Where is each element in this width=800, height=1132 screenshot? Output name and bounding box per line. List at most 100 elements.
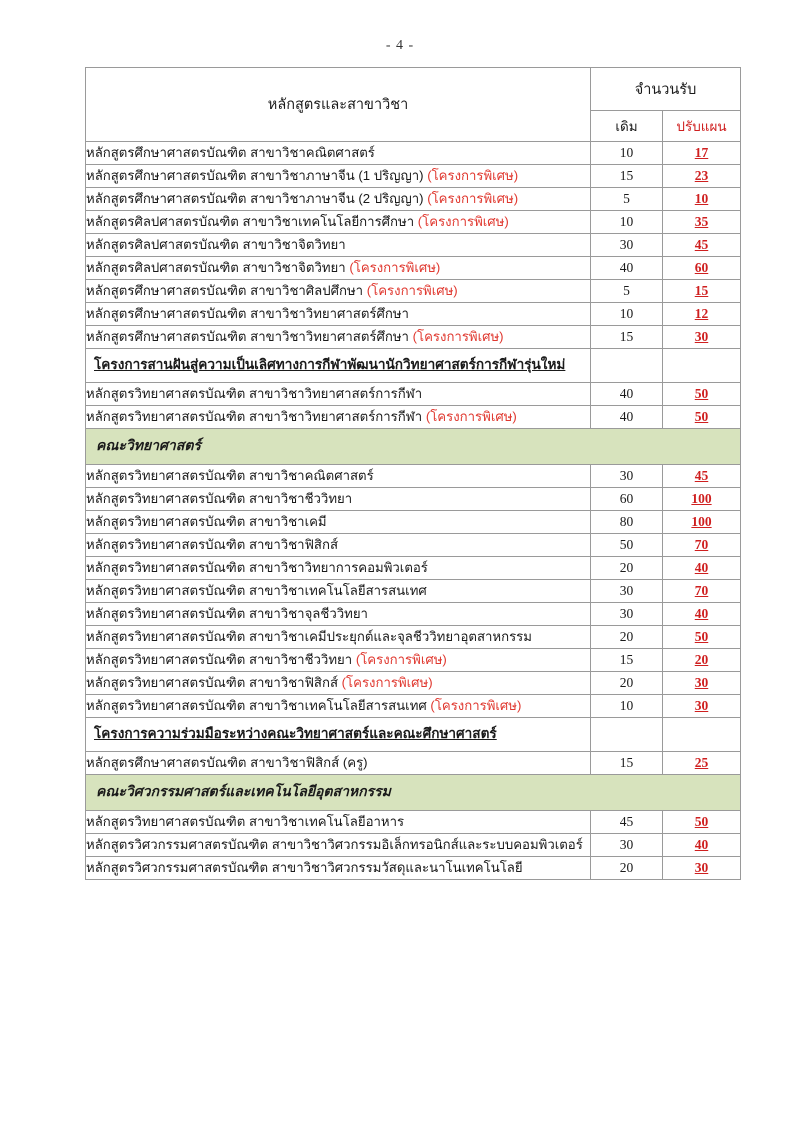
program-label: หลักสูตรศิลปศาสตรบัณฑิต สาขาวิชาจิตวิทยา: [86, 237, 346, 253]
table-row: หลักสูตรศึกษาศาสตรบัณฑิต สาขาวิชาภาษาจีน…: [85, 164, 742, 188]
program-name-cell: หลักสูตรวิทยาศาสตรบัณฑิต สาขาวิชาเทคโนโล…: [85, 810, 591, 834]
program-label: หลักสูตรวิทยาศาสตรบัณฑิต สาขาวิชาเคมีประ…: [86, 629, 532, 645]
special-program-tag: (โครงการพิเศษ): [417, 214, 509, 230]
program-label: หลักสูตรวิทยาศาสตรบัณฑิต สาขาวิชาฟิสิกส์: [86, 675, 342, 691]
program-name-cell: หลักสูตรวิทยาศาสตรบัณฑิต สาขาวิชาฟิสิกส์: [85, 533, 591, 557]
new-quota-cell: 70: [661, 579, 742, 603]
special-program-tag: (โครงการพิเศษ): [355, 652, 447, 668]
program-name-cell: หลักสูตรศึกษาศาสตรบัณฑิต สาขาวิชาภาษาจีน…: [85, 164, 591, 188]
old-quota-cell: 10: [590, 694, 663, 718]
program-name-cell: หลักสูตรศึกษาศาสตรบัณฑิต สาขาวิชาวิทยาศา…: [85, 302, 591, 326]
old-quota-cell: 20: [590, 556, 663, 580]
faculty-name: คณะวิทยาศาสตร์: [84, 428, 742, 465]
table-row: หลักสูตรวิทยาศาสตรบัณฑิต สาขาวิชาคณิตศาส…: [85, 464, 742, 488]
program-name-cell: หลักสูตรวิทยาศาสตรบัณฑิต สาขาวิชาวิทยากา…: [85, 556, 591, 580]
faculty-name: คณะวิศวกรรมศาสตร์และเทคโนโลยีอุตสาหกรรม: [84, 774, 742, 811]
old-quota-cell: 80: [590, 510, 663, 534]
table-row: หลักสูตรวิทยาศาสตรบัณฑิต สาขาวิชาเทคโนโล…: [85, 810, 742, 834]
old-quota-cell: 15: [590, 164, 663, 188]
program-label: หลักสูตรวิทยาศาสตรบัณฑิต สาขาวิชาชีววิทย…: [86, 491, 353, 507]
program-label: หลักสูตรวิทยาศาสตรบัณฑิต สาขาวิชาชีววิทย…: [86, 652, 356, 668]
special-program-tag: (โครงการพิเศษ): [349, 260, 441, 276]
old-quota-cell: 30: [590, 233, 663, 257]
table-row: หลักสูตรวิทยาศาสตรบัณฑิต สาขาวิชาวิทยาศา…: [85, 405, 742, 429]
old-quota-cell: 40: [590, 405, 663, 429]
old-quota-cell: 15: [590, 648, 663, 672]
table-row: หลักสูตรวิทยาศาสตรบัณฑิต สาขาวิชาเคมี 80 1…: [85, 510, 742, 534]
faculty-header-row: คณะวิทยาศาสตร์: [84, 428, 742, 465]
table-row: หลักสูตรวิทยาศาสตรบัณฑิต สาขาวิชาเคมีประ…: [85, 625, 742, 649]
section-name-cell: โครงการความร่วมมือระหว่างคณะวิทยาศาสตร์แ…: [85, 717, 591, 752]
program-name-cell: หลักสูตรวิทยาศาสตรบัณฑิต สาขาวิชาเคมีประ…: [85, 625, 591, 649]
section-label: โครงการสานฝันสู่ความเป็นเลิศทางการกีฬาพั…: [94, 357, 566, 373]
program-name-cell: หลักสูตรวิทยาศาสตรบัณฑิต สาขาวิชาวิทยาศา…: [85, 382, 591, 406]
old-quota-cell: 40: [590, 382, 663, 406]
new-quota-cell: 23: [661, 164, 742, 188]
table-row: หลักสูตรวิศวกรรมศาสตรบัณฑิต สาขาวิชาวิศว…: [85, 856, 742, 880]
table-row: หลักสูตรศึกษาศาสตรบัณฑิต สาขาวิชาวิทยาศา…: [85, 325, 742, 349]
program-label: หลักสูตรศิลปศาสตรบัณฑิต สาขาวิชาเทคโนโลย…: [86, 214, 418, 230]
program-label: หลักสูตรศึกษาศาสตรบัณฑิต สาขาวิชาภาษาจีน…: [86, 191, 428, 207]
page-number: - 4 -: [385, 38, 415, 53]
old-quota-cell: 30: [590, 464, 663, 488]
program-label: หลักสูตรศึกษาศาสตรบัณฑิต สาขาวิชาฟิสิกส์…: [86, 755, 368, 771]
program-name-cell: หลักสูตรศึกษาศาสตรบัณฑิต สาขาวิชาคณิตศาส…: [85, 141, 591, 165]
program-name-cell: หลักสูตรศึกษาศาสตรบัณฑิต สาขาวิชาฟิสิกส์…: [85, 751, 591, 775]
old-quota-cell: 20: [590, 671, 663, 695]
program-label: หลักสูตรศึกษาศาสตรบัณฑิต สาขาวิชาวิทยาศา…: [86, 306, 409, 322]
table-row: หลักสูตรศึกษาศาสตรบัณฑิต สาขาวิชาวิทยาศา…: [85, 302, 742, 326]
old-quota-cell: 30: [590, 833, 663, 857]
section-header-row: โครงการความร่วมมือระหว่างคณะวิทยาศาสตร์แ…: [85, 717, 742, 752]
program-label: หลักสูตรวิศวกรรมศาสตรบัณฑิต สาขาวิชาวิศว…: [86, 860, 523, 876]
new-quota-cell: 35: [661, 210, 742, 234]
table-row: หลักสูตรวิทยาศาสตรบัณฑิต สาขาวิชาวิทยาศา…: [85, 382, 742, 406]
old-quota-cell: 15: [590, 751, 663, 775]
faculty-header-row: คณะวิศวกรรมศาสตร์และเทคโนโลยีอุตสาหกรรม: [84, 774, 742, 811]
new-quota-cell: 40: [661, 556, 742, 580]
program-name-cell: หลักสูตรศึกษาศาสตรบัณฑิต สาขาวิชาวิทยาศา…: [85, 325, 591, 349]
program-label: หลักสูตรศึกษาศาสตรบัณฑิต สาขาวิชาภาษาจีน…: [86, 168, 428, 184]
program-name-cell: หลักสูตรวิทยาศาสตรบัณฑิต สาขาวิชาวิทยาศา…: [85, 405, 591, 429]
program-label: หลักสูตรวิทยาศาสตรบัณฑิต สาขาวิชาจุลชีวว…: [86, 606, 368, 622]
special-program-tag: (โครงการพิเศษ): [412, 329, 504, 345]
program-name-cell: หลักสูตรวิทยาศาสตรบัณฑิต สาขาวิชาคณิตศาส…: [85, 464, 591, 488]
new-quota-cell: 30: [661, 694, 742, 718]
program-name-cell: หลักสูตรวิทยาศาสตรบัณฑิต สาขาวิชาชีววิทย…: [85, 648, 591, 672]
table-row: หลักสูตรวิทยาศาสตรบัณฑิต สาขาวิชาชีววิทย…: [85, 648, 742, 672]
new-quota-cell: 12: [661, 302, 742, 326]
header-quota-group: จำนวนรับ: [589, 67, 742, 111]
special-program-tag: (โครงการพิเศษ): [427, 191, 519, 207]
table-row: หลักสูตรศึกษาศาสตรบัณฑิต สาขาวิชาฟิสิกส์…: [85, 751, 742, 775]
old-quota-cell: 20: [590, 625, 663, 649]
old-quota-cell: 15: [590, 325, 663, 349]
program-name-cell: หลักสูตรวิศวกรรมศาสตรบัณฑิต สาขาวิชาวิศว…: [85, 833, 591, 857]
old-quota-cell: 10: [590, 210, 663, 234]
header-old-quota: เดิม: [590, 110, 663, 142]
table-row: หลักสูตรศิลปศาสตรบัณฑิต สาขาวิชาเทคโนโลย…: [85, 210, 742, 234]
section-label: โครงการความร่วมมือระหว่างคณะวิทยาศาสตร์แ…: [94, 726, 497, 742]
new-quota-cell: 50: [661, 810, 742, 834]
program-label: หลักสูตรวิศวกรรมศาสตรบัณฑิต สาขาวิชาวิศว…: [86, 837, 583, 853]
special-program-tag: (โครงการพิเศษ): [425, 409, 517, 425]
program-label: หลักสูตรวิทยาศาสตรบัณฑิต สาขาวิชาเทคโนโล…: [86, 814, 405, 830]
new-quota-cell: 100: [661, 510, 742, 534]
new-quota-cell: 25: [661, 751, 742, 775]
program-name-cell: หลักสูตรศิลปศาสตรบัณฑิต สาขาวิชาจิตวิทยา: [85, 233, 591, 257]
program-name-cell: หลักสูตรศึกษาศาสตรบัณฑิต สาขาวิชาภาษาจีน…: [85, 187, 591, 211]
new-quota-cell: 40: [661, 602, 742, 626]
program-label: หลักสูตรวิทยาศาสตรบัณฑิต สาขาวิชาฟิสิกส์: [86, 537, 338, 553]
table-row: หลักสูตรศึกษาศาสตรบัณฑิต สาขาวิชาภาษาจีน…: [85, 187, 742, 211]
old-quota-cell: 30: [590, 602, 663, 626]
program-name-cell: หลักสูตรศิลปศาสตรบัณฑิต สาขาวิชาเทคโนโลย…: [85, 210, 591, 234]
new-quota-cell: 70: [661, 533, 742, 557]
program-label: หลักสูตรศิลปศาสตรบัณฑิต สาขาวิชาจิตวิทยา: [86, 260, 350, 276]
new-quota-cell: 50: [661, 405, 742, 429]
old-quota-cell: 40: [590, 256, 663, 280]
program-label: หลักสูตรวิทยาศาสตรบัณฑิต สาขาวิชาวิทยาศา…: [86, 409, 426, 425]
new-quota-cell: 40: [661, 833, 742, 857]
program-name-cell: หลักสูตรศึกษาศาสตรบัณฑิต สาขาวิชาศิลปศึก…: [85, 279, 591, 303]
new-quota-cell: 17: [661, 141, 742, 165]
program-name-cell: หลักสูตรศิลปศาสตรบัณฑิต สาขาวิชาจิตวิทยา…: [85, 256, 591, 280]
new-quota-cell: 45: [661, 233, 742, 257]
